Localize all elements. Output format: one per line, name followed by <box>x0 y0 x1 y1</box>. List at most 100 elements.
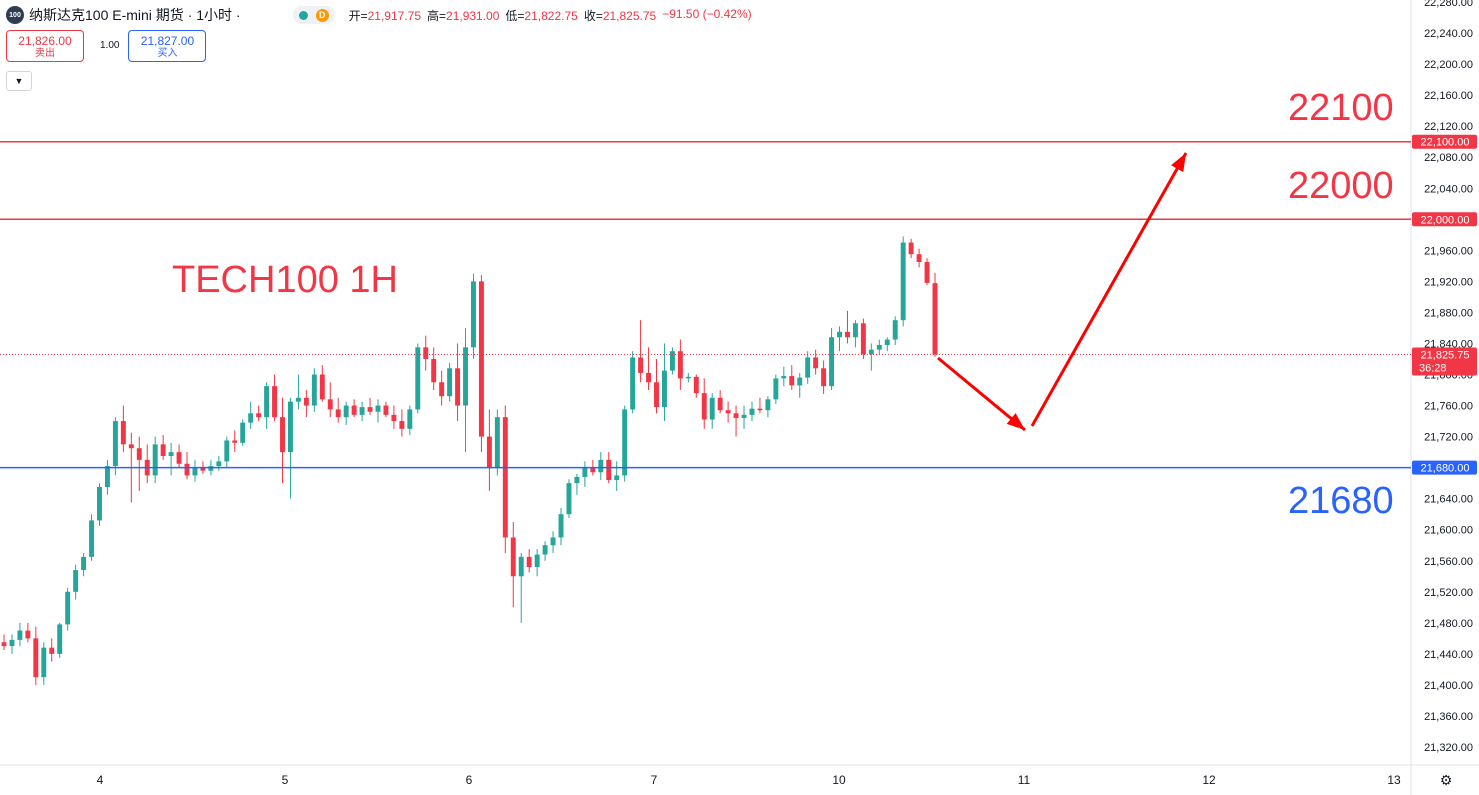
candle-body <box>383 405 389 415</box>
candle-body <box>319 374 325 400</box>
y-tick-label: 21,640.00 <box>1424 494 1473 506</box>
candle-body <box>829 337 835 387</box>
candle <box>407 405 413 436</box>
candle-body <box>311 374 317 406</box>
candle-body <box>478 281 484 437</box>
candle <box>829 327 835 391</box>
candle-body <box>423 347 429 359</box>
candle <box>168 442 174 476</box>
x-tick-label: 13 <box>1387 773 1401 787</box>
y-tick-label: 21,960.00 <box>1424 245 1473 257</box>
candle <box>908 238 914 259</box>
candle-body <box>73 570 79 592</box>
candle-body <box>200 467 206 471</box>
candle-body <box>518 556 524 577</box>
y-tick-label: 22,200.00 <box>1424 59 1473 71</box>
candle-body <box>876 345 882 350</box>
candle-body <box>781 376 787 379</box>
candle-body <box>813 357 819 369</box>
candle-body <box>176 452 182 464</box>
candle-body <box>463 347 468 406</box>
buy-button[interactable]: 21,827.00 买入 <box>128 30 207 62</box>
candle <box>327 382 333 418</box>
level-tag-label: 21,680.00 <box>1421 463 1470 475</box>
candle <box>311 368 317 412</box>
candle-body <box>112 421 118 467</box>
candle-body <box>494 417 500 468</box>
candle-body <box>852 323 858 338</box>
candle <box>693 374 699 398</box>
ohlc-item: −91.50 (−0.42%) <box>662 7 751 24</box>
candle <box>272 374 278 422</box>
projection-arrow-line <box>1030 152 1188 427</box>
candle <box>661 343 667 422</box>
sell-button[interactable]: 21,826.00 卖出 <box>6 30 84 62</box>
candle-body <box>630 357 636 410</box>
candle <box>104 459 110 495</box>
candle-body <box>717 397 723 411</box>
x-tick-label: 10 <box>832 773 846 787</box>
candle-body <box>160 444 166 456</box>
candle-body <box>280 417 285 453</box>
candle-body <box>391 414 397 422</box>
symbol-title[interactable]: 纳斯达克100 E-mini 期货 · 1小时 · <box>29 7 241 23</box>
candle-body <box>264 386 270 418</box>
candle <box>399 409 405 437</box>
candle <box>916 248 922 268</box>
candle <box>343 401 349 425</box>
candle-body <box>399 421 405 429</box>
candle <box>112 417 118 476</box>
y-tick-label: 21,440.00 <box>1424 649 1473 661</box>
quantity-value[interactable]: 1.00 <box>100 40 120 51</box>
gear-icon[interactable]: ⚙ <box>1439 771 1453 788</box>
candle <box>932 272 938 357</box>
ohlc-item: 高=21,931.00 <box>427 7 499 24</box>
candle <box>89 514 94 561</box>
candle-body <box>97 487 102 521</box>
last-price-label: 21,825.75 <box>1421 350 1470 362</box>
candle-body <box>486 436 492 468</box>
candle <box>685 372 691 383</box>
symbol-logo-icon: 100 <box>6 6 24 24</box>
y-tick-label: 21,880.00 <box>1424 307 1473 319</box>
candle <box>677 339 683 391</box>
ohlc-value: 21,822.75 <box>524 8 578 23</box>
candle-body <box>654 382 659 408</box>
chevron-down-icon: ▼ <box>14 76 24 86</box>
ohlc-value: −91.50 (−0.42%) <box>662 6 752 21</box>
candle <box>892 316 898 346</box>
candle <box>582 461 588 488</box>
candle-body <box>646 372 652 383</box>
candle-body <box>821 368 827 387</box>
candle-body <box>598 459 604 473</box>
projection-arrow-head <box>1006 413 1025 430</box>
candle-body <box>502 417 508 538</box>
candle-body <box>614 475 620 481</box>
candle <box>638 320 644 383</box>
collapse-button[interactable]: ▼ <box>6 71 32 91</box>
candle <box>367 397 373 415</box>
candle <box>240 419 246 446</box>
candle <box>391 405 397 429</box>
candle-body <box>359 407 365 415</box>
ohlc-item: 收=21,825.75 <box>584 7 656 24</box>
x-tick-label: 12 <box>1202 773 1216 787</box>
candle <box>33 626 39 685</box>
y-tick-label: 22,080.00 <box>1424 152 1473 164</box>
candle-body <box>57 624 63 654</box>
x-tick-label: 4 <box>97 773 104 787</box>
market-status[interactable]: D <box>292 6 335 24</box>
candle <box>781 366 787 387</box>
candle-body <box>104 466 110 488</box>
candle <box>447 362 453 402</box>
candle <box>1 634 7 650</box>
candle <box>900 236 906 327</box>
candle-body <box>120 421 126 445</box>
candle-body <box>17 630 23 640</box>
level-tag-bg <box>1412 212 1477 227</box>
candle-body <box>65 591 71 625</box>
candle-body <box>232 440 238 443</box>
level-tag-label: 22,000.00 <box>1421 214 1470 226</box>
